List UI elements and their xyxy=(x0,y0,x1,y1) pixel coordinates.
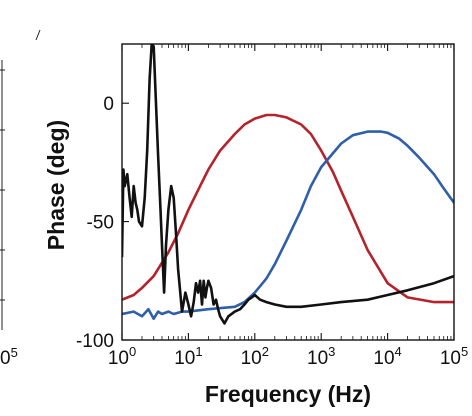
y-axis-title: Phase (deg) xyxy=(43,120,69,250)
left-edge-remnant xyxy=(0,29,41,330)
left-edge-tick-label: 05 xyxy=(0,345,18,370)
x-tick-label: 100 xyxy=(108,344,136,369)
x-tick-label: 103 xyxy=(307,344,335,369)
axis-ticks xyxy=(121,44,455,341)
plot-lines xyxy=(122,44,454,325)
x-tick-labels: 100 101 102 103 104 105 xyxy=(108,344,468,369)
x-tick-label: 105 xyxy=(440,344,468,369)
x-axis-title: Frequency (Hz) xyxy=(205,381,371,407)
x-tick-label: 104 xyxy=(373,344,401,369)
series-line-3 xyxy=(122,44,454,325)
y-tick-label: -50 xyxy=(87,213,114,234)
x-tick-label: 102 xyxy=(241,344,269,369)
y-tick-label: -100 xyxy=(76,331,114,352)
plot-frame xyxy=(121,43,455,341)
x-tick-label: 101 xyxy=(174,344,202,369)
y-tick-labels: 0 -50 -100 xyxy=(76,94,114,352)
y-tick-label: 0 xyxy=(103,94,114,115)
series-line-1 xyxy=(122,113,454,304)
series-line-2 xyxy=(122,130,454,321)
